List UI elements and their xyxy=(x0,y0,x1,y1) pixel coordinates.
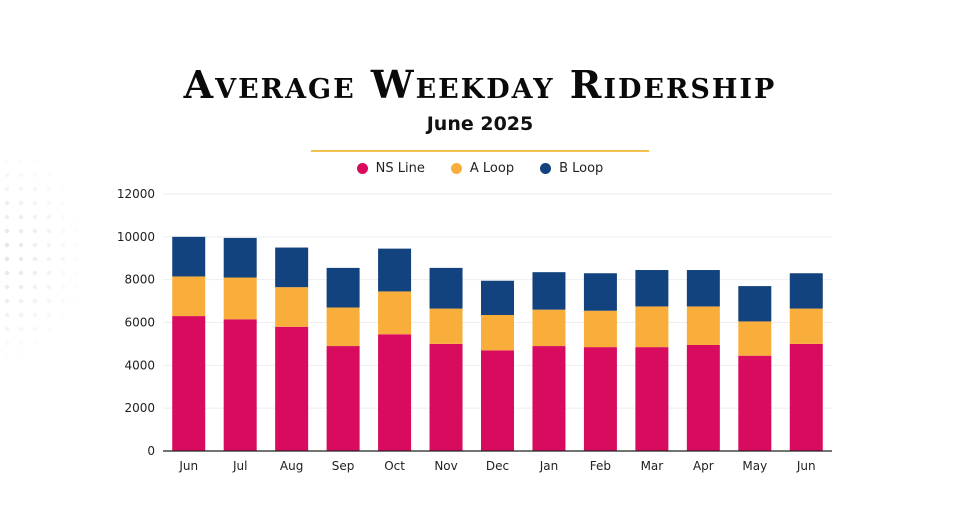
y-tick-label: 0 xyxy=(147,444,155,458)
y-tick-label: 4000 xyxy=(124,358,155,372)
x-tick-label: Jul xyxy=(232,459,247,473)
bar-segment-ns-line xyxy=(481,350,514,451)
title-divider xyxy=(311,150,649,152)
legend-swatch-a-loop xyxy=(450,163,462,174)
y-tick-label: 10000 xyxy=(117,230,155,244)
x-tick-label: Oct xyxy=(384,459,405,473)
bar-segment-ns-line xyxy=(532,346,566,451)
bar-segment-ns-line xyxy=(378,334,412,451)
bar-segment-b-loop xyxy=(635,270,669,307)
x-tick-label: Sep xyxy=(332,459,355,473)
x-tick-label: Jan xyxy=(539,459,559,473)
bar-segment-a-loop xyxy=(172,276,206,317)
legend-item-ns-line: NS Line xyxy=(356,161,425,176)
bar-segment-b-loop xyxy=(583,273,617,311)
bar-segment-a-loop xyxy=(429,308,463,344)
bar-segment-a-loop xyxy=(223,277,257,320)
x-tick-label: May xyxy=(742,459,767,473)
bar-segment-ns-line xyxy=(223,319,257,451)
bar-segment-b-loop xyxy=(532,272,566,310)
x-tick-label: Feb xyxy=(590,459,611,473)
bar-segment-ns-line xyxy=(686,344,720,451)
bar-segment-a-loop xyxy=(583,310,617,348)
bar-segment-b-loop xyxy=(326,267,360,308)
decorative-dot-pattern xyxy=(0,140,90,370)
bar-segment-ns-line xyxy=(326,346,360,451)
y-tick-label: 2000 xyxy=(124,401,155,415)
x-tick-label: Mar xyxy=(641,459,664,473)
bar-segment-ns-line xyxy=(583,347,617,451)
bar-segment-a-loop xyxy=(789,308,823,344)
legend-swatch-ns-line xyxy=(356,163,368,174)
bar-segment-a-loop xyxy=(686,306,720,345)
legend-label-b-loop: B Loop xyxy=(559,161,604,176)
x-tick-label: Jun xyxy=(178,459,198,473)
bar-segment-a-loop xyxy=(326,307,360,347)
bar-segment-ns-line xyxy=(172,316,206,451)
bar-segment-ns-line xyxy=(429,343,463,451)
x-tick-label: Apr xyxy=(693,459,714,473)
bar-segment-ns-line xyxy=(275,326,309,451)
legend-label-ns-line: NS Line xyxy=(375,161,425,176)
bar-segment-ns-line xyxy=(635,347,669,451)
x-tick-label: Dec xyxy=(486,459,509,473)
bar-segment-a-loop xyxy=(635,306,669,348)
bar-segment-b-loop xyxy=(223,237,257,278)
legend-item-a-loop: A Loop xyxy=(450,161,515,176)
legend-item-b-loop: B Loop xyxy=(540,161,603,176)
x-tick-label: Aug xyxy=(280,459,303,473)
bar-segment-ns-line xyxy=(738,355,772,451)
y-tick-label: 6000 xyxy=(124,316,155,330)
x-tick-label: Jun xyxy=(796,459,816,473)
bar-segment-b-loop xyxy=(172,236,206,277)
chart-subtitle: June 2025 xyxy=(426,113,534,135)
x-tick-label: Nov xyxy=(434,459,457,473)
bar-segment-b-loop xyxy=(481,280,514,316)
bar-segment-a-loop xyxy=(532,309,566,347)
bar-segment-a-loop xyxy=(378,291,412,335)
bar-segment-b-loop xyxy=(686,270,720,307)
bar-segment-a-loop xyxy=(275,287,309,327)
legend-swatch-b-loop xyxy=(540,163,552,174)
bar-segment-a-loop xyxy=(738,321,772,356)
bar-segment-b-loop xyxy=(738,286,772,322)
bar-segment-b-loop xyxy=(378,248,412,292)
legend-label-a-loop: A Loop xyxy=(469,161,515,176)
y-tick-label: 8000 xyxy=(124,273,155,287)
bar-segment-b-loop xyxy=(275,247,309,288)
bar-segment-b-loop xyxy=(789,273,823,309)
chart-title: Average Weekday Ridership xyxy=(183,62,777,107)
bar-segment-b-loop xyxy=(429,267,463,309)
bar-segment-ns-line xyxy=(789,343,823,451)
chart-legend: NS Line A Loop B Loop xyxy=(0,161,960,176)
bar-segment-a-loop xyxy=(481,315,514,351)
y-tick-label: 12000 xyxy=(117,187,155,201)
